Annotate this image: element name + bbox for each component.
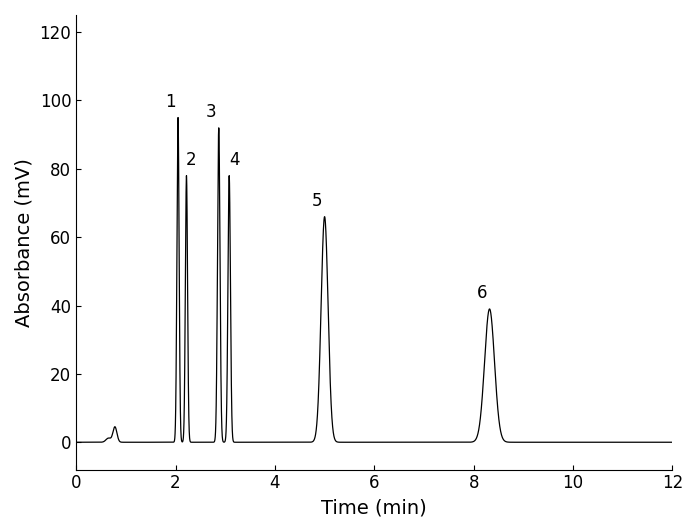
Text: 3: 3 <box>206 103 216 121</box>
Y-axis label: Absorbance (mV): Absorbance (mV) <box>15 158 34 327</box>
Text: 5: 5 <box>312 192 322 210</box>
Text: 1: 1 <box>165 93 176 111</box>
Text: 4: 4 <box>229 151 239 169</box>
Text: 2: 2 <box>186 151 197 169</box>
Text: 6: 6 <box>477 284 487 302</box>
X-axis label: Time (min): Time (min) <box>321 498 427 517</box>
